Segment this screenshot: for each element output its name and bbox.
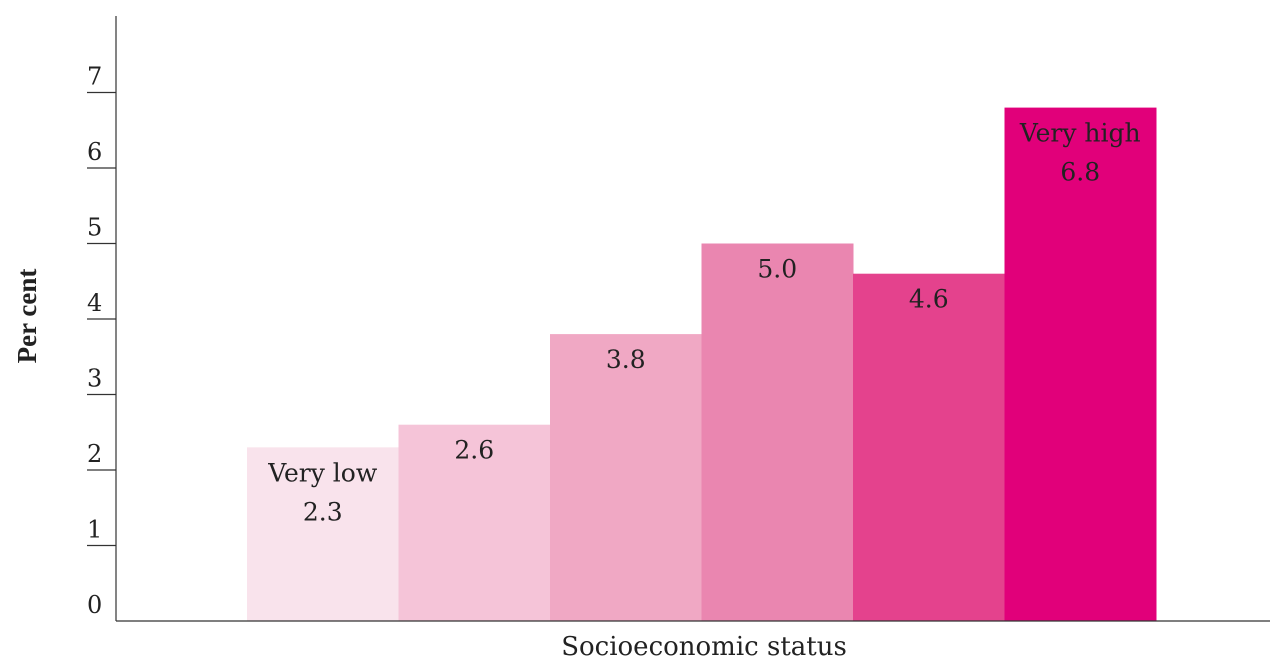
y-tick-label: 7	[87, 63, 102, 91]
bar-category-label: Very high	[1019, 119, 1141, 148]
bar	[550, 334, 702, 621]
data-label: 3.8	[606, 345, 646, 374]
y-tick-label: 6	[87, 138, 102, 166]
y-tick-label: 1	[87, 516, 102, 544]
data-label: 2.3	[303, 497, 343, 526]
bar	[398, 424, 551, 621]
bar-category-label: Very low	[267, 458, 378, 487]
bar	[247, 447, 399, 621]
data-label: 5.0	[757, 255, 797, 284]
y-axis-ticks: 0 1 2 3 4 5 6 7	[87, 63, 116, 619]
x-axis-title: Socioeconomic status	[561, 632, 847, 657]
y-axis-title: Per cent	[12, 269, 42, 364]
y-tick-label: 3	[87, 365, 102, 393]
data-label: 6.8	[1060, 158, 1100, 187]
bars: Very low 2.3 2.6 3.8 5.0 4.6 Very high 6.8	[247, 107, 1157, 622]
data-label: 4.6	[909, 285, 949, 314]
bar	[1004, 107, 1157, 622]
y-tick-label: 0	[87, 591, 102, 619]
bar	[853, 273, 1005, 621]
y-tick-label: 4	[87, 289, 102, 317]
y-tick-label: 2	[87, 440, 102, 468]
y-tick-label: 5	[87, 214, 102, 242]
data-label: 2.6	[454, 436, 494, 465]
bar	[701, 243, 854, 621]
